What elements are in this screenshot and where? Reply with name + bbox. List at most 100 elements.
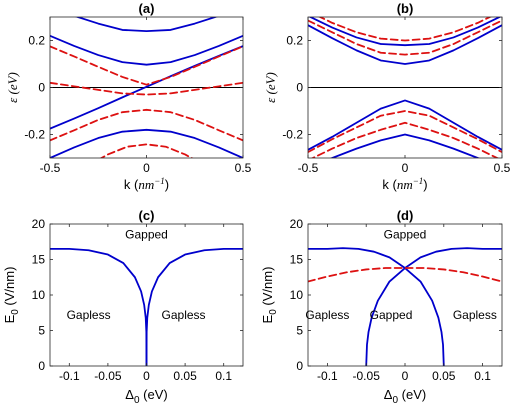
y-tick-label: 10 [290, 288, 304, 302]
panel-a: -0.5 0 0.5 -0.2 0 0.2 (a) k (nm−1) ε (eV) [5, 1, 252, 192]
series-line-0 [50, 247, 148, 366]
series-line-0 [308, 24, 502, 65]
y-axis-label: E0 (V/nm) [260, 267, 279, 324]
y-tick-label: 0 [38, 359, 45, 373]
x-axis-label-main: Δ [384, 387, 393, 402]
y-axis-label-main: E [260, 314, 275, 323]
x-axis-label-main: Δ [125, 387, 134, 402]
series-line-7 [99, 143, 194, 158]
series-line-6 [308, 110, 502, 154]
series-line-1 [308, 17, 502, 47]
x-axis-label-prefix: k ( [382, 177, 397, 192]
y-tick-label: 20 [32, 217, 46, 231]
x-axis-label-unit: nm [397, 177, 413, 192]
x-axis-label-rest: (eV) [398, 387, 426, 402]
series-line-2 [308, 267, 502, 283]
region-label: Gapless [67, 308, 111, 322]
series-group [308, 17, 502, 158]
x-axis-label-sub: 0 [134, 395, 140, 406]
x-axis-label-exp: −1 [154, 176, 165, 186]
series-line-3 [50, 128, 243, 158]
x-axis-label-prefix: k ( [124, 177, 139, 192]
region-label: Gapless [305, 308, 349, 322]
y-tick-label: 5 [38, 324, 45, 338]
axes-frame [307, 223, 503, 367]
region-label: Gapless [453, 308, 497, 322]
x-tick-label: 0.05 [173, 369, 197, 383]
x-tick-label: 0 [402, 161, 409, 175]
y-axis-label-sub: 0 [10, 309, 21, 315]
panel-b: -0.5 0 0.5 -0.2 0 0.2 (b) k (nm−1) ε (eV) [263, 1, 511, 192]
x-axis-label: k (nm−1) [382, 176, 427, 192]
panel-title: (a) [139, 1, 155, 16]
y-axis-label-sub: 0 [268, 309, 279, 315]
x-axis-label-unit: nm [138, 177, 154, 192]
x-tick-label: 0.5 [494, 161, 511, 175]
series-line-5 [318, 17, 492, 42]
x-tick-label: -0.1 [59, 369, 80, 383]
x-tick-label: -0.5 [40, 161, 61, 175]
series-line-2 [308, 99, 502, 151]
x-tick-label: 0.1 [474, 369, 491, 383]
y-tick-label: 0.2 [286, 34, 303, 48]
x-axis-label-rest: (eV) [140, 387, 168, 402]
region-label: Gapped [125, 228, 168, 242]
x-tick-label: 0 [143, 161, 150, 175]
series-line-7 [310, 121, 500, 158]
x-axis-label: k (nm−1) [124, 176, 169, 192]
series-line-1 [145, 247, 243, 366]
series-line-1 [50, 45, 243, 130]
series-line-2 [74, 17, 219, 32]
region-label: Gapped [384, 228, 427, 242]
x-axis-label-exp: −1 [413, 176, 424, 186]
y-axis-label-rest: (V/nm) [2, 267, 17, 310]
y-tick-label: 10 [32, 288, 46, 302]
region-label: Gapped [370, 308, 413, 322]
y-tick-label: 5 [296, 324, 303, 338]
panel-title: (d) [397, 208, 414, 223]
x-axis-label-suffix: ) [165, 177, 169, 192]
region-label: Gapless [162, 308, 206, 322]
series-line-4 [50, 45, 243, 86]
series-group [308, 247, 502, 366]
x-axis-label-suffix: ) [423, 177, 427, 192]
y-tick-label: 15 [32, 253, 46, 267]
x-tick-label: -0.05 [94, 369, 122, 383]
y-tick-label: 0 [296, 359, 303, 373]
series-line-4 [308, 19, 502, 56]
x-tick-label: 0.5 [235, 161, 252, 175]
x-tick-label: 0 [402, 369, 409, 383]
panel-title: (c) [139, 208, 155, 223]
y-axis-label-rest: (V/nm) [260, 267, 275, 310]
series-line-0 [50, 34, 243, 66]
x-tick-label: 0 [143, 369, 150, 383]
series-line-3 [329, 133, 481, 158]
series-group [50, 17, 243, 158]
y-axis-label-main: E [2, 314, 17, 323]
series-line-6 [50, 81, 243, 96]
y-tick-label: 15 [290, 253, 304, 267]
y-tick-label: 0 [296, 81, 303, 95]
x-tick-label: -0.5 [298, 161, 319, 175]
y-axis-label: ε (eV) [263, 72, 278, 103]
y-tick-label: -0.2 [282, 128, 303, 142]
x-tick-label: 0.1 [215, 369, 232, 383]
x-axis-label: Δ0 (eV) [125, 387, 167, 406]
panel-title: (b) [397, 1, 414, 16]
series-group [50, 247, 243, 366]
x-axis-label: Δ0 (eV) [384, 387, 426, 406]
y-tick-label: -0.2 [24, 128, 45, 142]
series-line-5 [50, 108, 243, 142]
x-axis-label-sub: 0 [392, 395, 398, 406]
y-tick-label: 0 [38, 81, 45, 95]
x-tick-label: -0.1 [317, 369, 338, 383]
y-tick-label: 0.2 [28, 34, 45, 48]
y-tick-label: 20 [290, 217, 304, 231]
y-axis-label: E0 (V/nm) [2, 267, 21, 324]
y-axis-label: ε (eV) [5, 72, 20, 103]
x-tick-label: -0.05 [353, 369, 381, 383]
x-tick-label: 0.05 [432, 369, 456, 383]
